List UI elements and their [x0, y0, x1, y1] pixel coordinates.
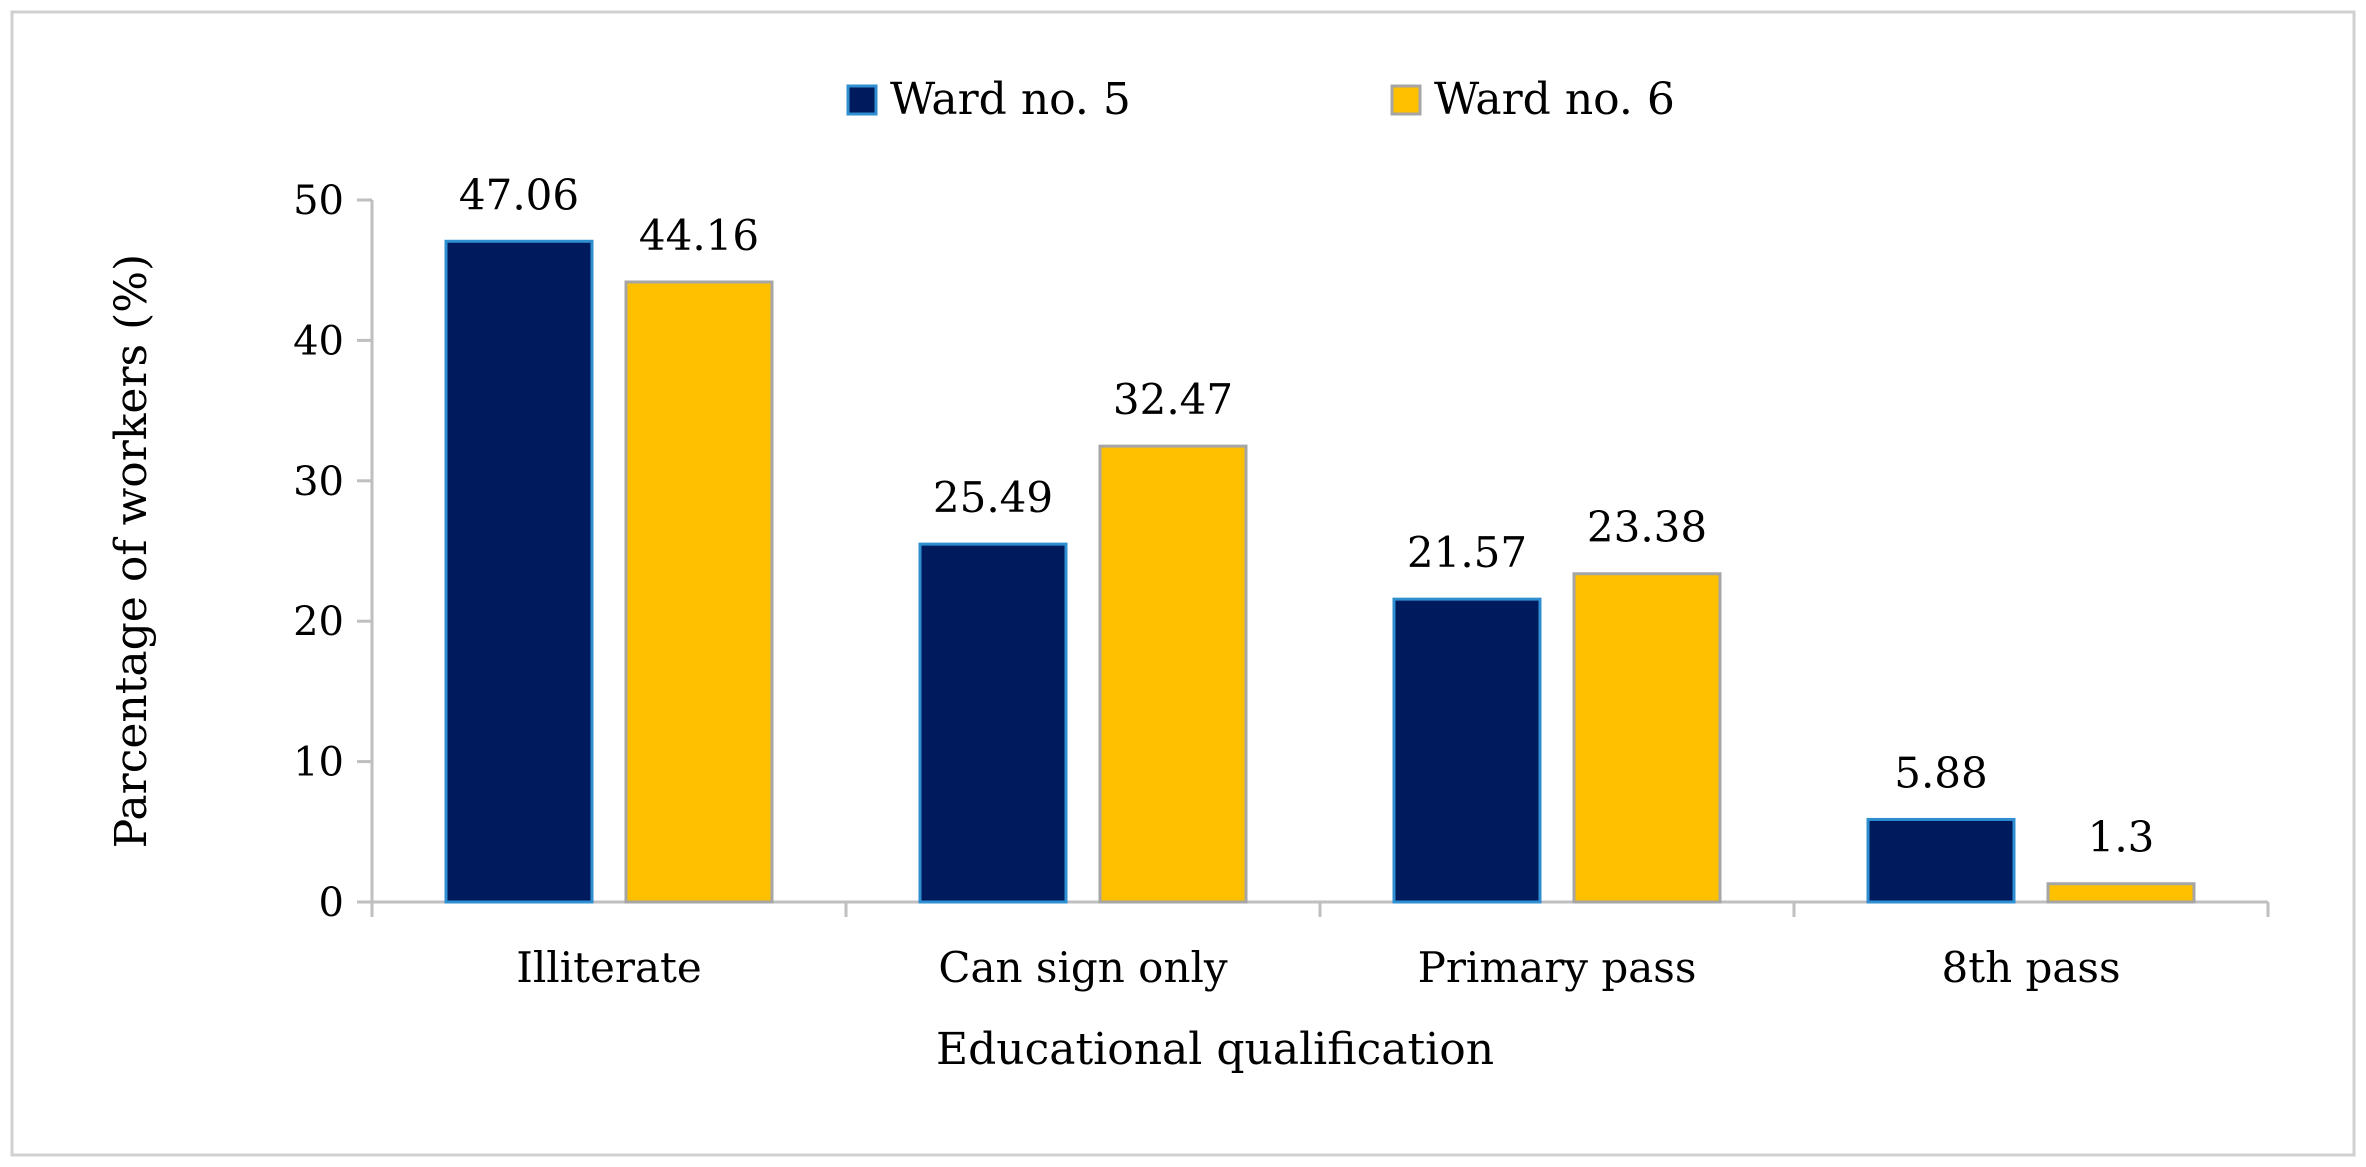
legend-label: Ward no. 5 [890, 74, 1131, 125]
legend: Ward no. 5 Ward no. 6 [846, 74, 1675, 125]
bar [2046, 882, 2196, 904]
x-tick-label: Can sign only [938, 943, 1228, 992]
data-label: 47.06 [459, 170, 579, 219]
bar [1098, 444, 1248, 904]
y-tick-label: 40 [293, 318, 344, 364]
data-label: 25.49 [933, 473, 1053, 522]
legend-swatch [846, 84, 878, 116]
bar [918, 542, 1068, 904]
y-tick-label: 10 [293, 740, 344, 786]
legend-label: Ward no. 6 [1434, 74, 1675, 125]
x-axis-title: Educational qualification [936, 1024, 1494, 1075]
y-axis-title: Parcentage of workers (%) [106, 254, 157, 848]
x-tick-label: Primary pass [1418, 943, 1697, 992]
bar [624, 280, 774, 904]
data-labels: 47.06 25.49 21.57 5.88 44.16 32.47 23.38 1.3 [459, 170, 2155, 861]
y-tick-label: 0 [319, 880, 344, 926]
bars [444, 239, 2196, 904]
data-label: 1.3 [2088, 813, 2155, 862]
y-tick-label: 20 [293, 599, 344, 645]
data-label: 21.57 [1407, 528, 1527, 577]
data-label: 32.47 [1113, 375, 1233, 424]
y-axis: 0 10 20 30 40 50 [293, 178, 374, 926]
bar [1572, 572, 1722, 904]
bar [444, 239, 594, 904]
bar [1866, 817, 2016, 904]
y-tick-label: 30 [293, 459, 344, 505]
data-label: 44.16 [639, 211, 759, 260]
x-tick-label: 8th pass [1941, 943, 2120, 992]
data-label: 5.88 [1894, 748, 1988, 797]
data-label: 23.38 [1587, 503, 1707, 552]
x-tick-label: Illiterate [516, 943, 701, 992]
y-tick-label: 50 [293, 178, 344, 224]
legend-swatch [1390, 84, 1422, 116]
bar [1392, 597, 1542, 904]
